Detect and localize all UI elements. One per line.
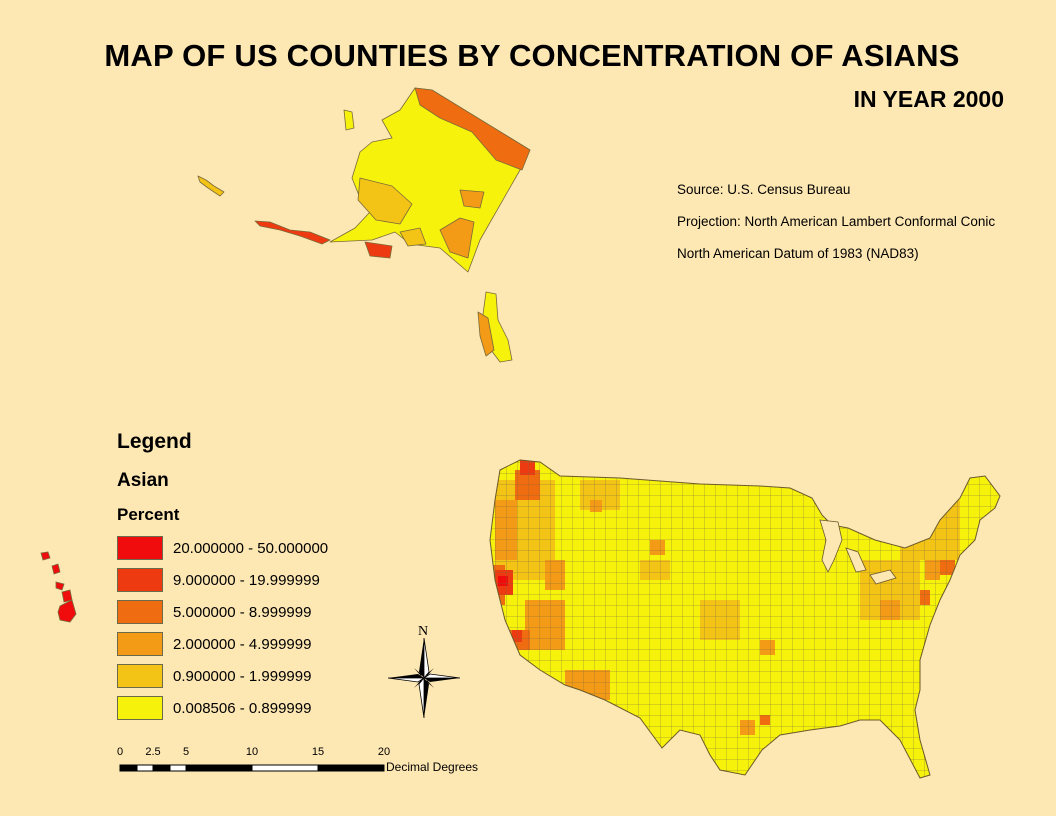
legend-label: 0.008506 - 0.899999 [173, 700, 312, 717]
legend-swatch [117, 600, 163, 624]
legend-unit: Percent [117, 505, 180, 524]
north-label: N [418, 624, 429, 639]
scale-label: 0 [116, 746, 124, 758]
alaska-island-north [343, 109, 355, 131]
alaska-southwest-region [364, 241, 393, 259]
alaska-north-slope [414, 87, 531, 171]
alaska-aleutian-islands [254, 220, 331, 245]
map-title: MAP OF US COUNTIES BY CONCENTRATION OF A… [104, 38, 960, 73]
scale-unit-label: Decimal Degrees [386, 760, 479, 774]
hawaii-big-island [57, 599, 77, 623]
scale-bar [119, 764, 385, 772]
map-subtitle: IN YEAR 2000 [853, 86, 1004, 112]
hawaii-maui [61, 589, 73, 603]
legend-label: 20.000000 - 50.000000 [173, 540, 329, 557]
alaska-map [197, 87, 531, 363]
alaska-west-region [357, 177, 413, 225]
legend-label: 9.000000 - 19.999999 [173, 572, 320, 589]
legend-field: Asian [117, 470, 169, 491]
scale-label: 10 [245, 746, 259, 758]
hawaii-map [40, 551, 77, 623]
hawaii-oahu [51, 563, 61, 575]
scale-label: 15 [311, 746, 325, 758]
scale-label: 5 [182, 746, 190, 758]
source-text: Source: U.S. Census Bureau [677, 182, 851, 197]
north-arrow-icon [387, 637, 461, 719]
alaska-anchorage-region [439, 217, 475, 259]
hawaii-molokai [55, 581, 65, 591]
legend-swatch [117, 664, 163, 688]
scale-label: 20 [377, 746, 391, 758]
legend-label: 5.000000 - 8.999999 [173, 604, 312, 621]
alaska-panhandle-south [477, 311, 495, 357]
great-lakes [819, 519, 897, 585]
datum-text: North American Datum of 1983 (NAD83) [677, 246, 919, 261]
scale-label: 2.5 [145, 746, 161, 758]
contiguous-us-map [489, 459, 1001, 779]
legend-swatch [117, 568, 163, 592]
projection-text: Projection: North American Lambert Confo… [677, 214, 996, 229]
legend-label: 0.900000 - 1.999999 [173, 668, 312, 685]
alaska-island-west [197, 175, 225, 197]
alaska-kenai-region [399, 227, 427, 247]
legend-title: Legend [117, 430, 192, 453]
legend-swatch [117, 536, 163, 560]
hawaii-kauai [40, 551, 51, 561]
legend-swatch [117, 696, 163, 720]
legend-label: 2.000000 - 4.999999 [173, 636, 312, 653]
alaska-fairbanks-region [459, 189, 485, 209]
legend-swatch [117, 632, 163, 656]
